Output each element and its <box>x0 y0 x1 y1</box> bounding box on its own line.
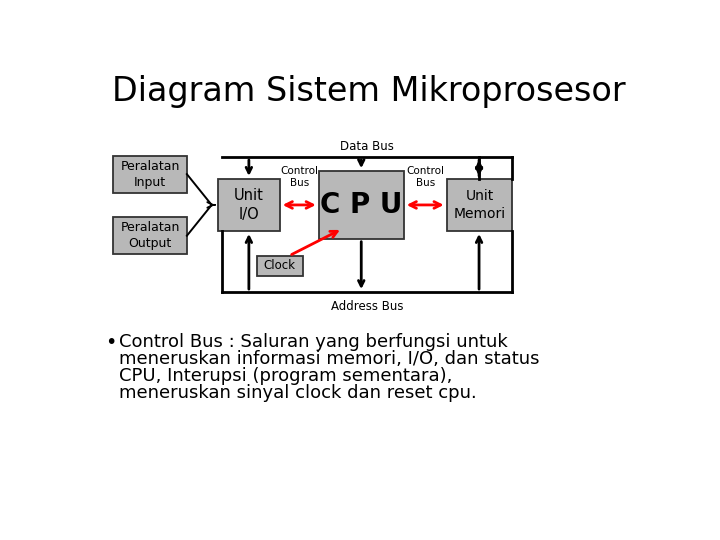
Text: Data Bus: Data Bus <box>340 139 394 153</box>
FancyBboxPatch shape <box>113 217 187 254</box>
Text: Address Bus: Address Bus <box>330 300 403 313</box>
Text: Diagram Sistem Mikroprosesor: Diagram Sistem Mikroprosesor <box>112 75 626 108</box>
Text: Peralatan
Input: Peralatan Input <box>120 160 180 188</box>
Text: C P U: C P U <box>320 191 402 219</box>
FancyBboxPatch shape <box>256 256 303 276</box>
Text: Control Bus : Saluran yang berfungsi untuk: Control Bus : Saluran yang berfungsi unt… <box>120 333 508 351</box>
FancyBboxPatch shape <box>218 179 280 231</box>
Text: Peralatan
Output: Peralatan Output <box>120 221 180 250</box>
FancyBboxPatch shape <box>319 171 404 239</box>
Text: Control
Bus: Control Bus <box>280 166 318 188</box>
Text: Unit
I/O: Unit I/O <box>234 188 264 222</box>
Text: meneruskan sinyal clock dan reset cpu.: meneruskan sinyal clock dan reset cpu. <box>120 383 477 402</box>
Text: Clock: Clock <box>264 259 296 272</box>
Text: CPU, Interupsi (program sementara),: CPU, Interupsi (program sementara), <box>120 367 453 384</box>
Text: Control
Bus: Control Bus <box>406 166 444 188</box>
FancyBboxPatch shape <box>113 156 187 193</box>
Text: Unit
Memori: Unit Memori <box>454 190 505 221</box>
Text: •: • <box>106 333 117 352</box>
Text: meneruskan informasi memori, I/O, dan status: meneruskan informasi memori, I/O, dan st… <box>120 350 540 368</box>
FancyBboxPatch shape <box>446 179 513 231</box>
